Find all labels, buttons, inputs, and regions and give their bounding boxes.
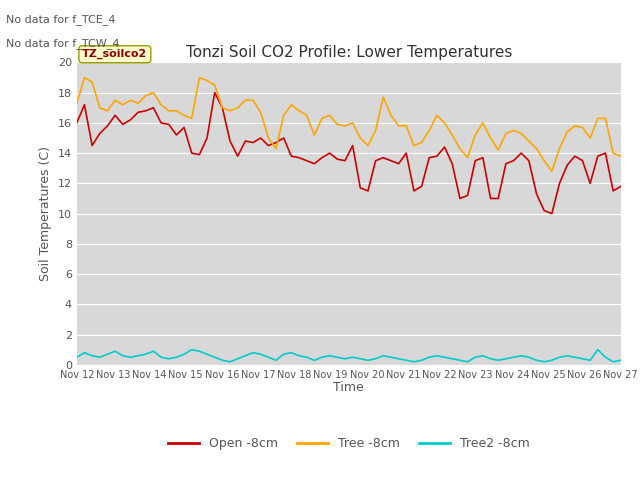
Tree -8cm bbox=[586, 135, 594, 141]
Tree2 -8cm bbox=[272, 358, 280, 363]
Title: Tonzi Soil CO2 Profile: Lower Temperatures: Tonzi Soil CO2 Profile: Lower Temperatur… bbox=[186, 45, 512, 60]
Tree -8cm bbox=[81, 74, 88, 80]
Tree2 -8cm bbox=[433, 353, 441, 359]
Open -8cm bbox=[426, 155, 433, 160]
Tree2 -8cm bbox=[456, 358, 464, 363]
Tree2 -8cm bbox=[226, 359, 234, 365]
Tree2 -8cm bbox=[150, 348, 157, 354]
Tree2 -8cm bbox=[73, 354, 81, 360]
Legend: Open -8cm, Tree -8cm, Tree2 -8cm: Open -8cm, Tree -8cm, Tree2 -8cm bbox=[163, 432, 535, 456]
Tree -8cm bbox=[426, 128, 433, 133]
Text: No data for f_TCW_4: No data for f_TCW_4 bbox=[6, 38, 120, 49]
Open -8cm bbox=[387, 158, 395, 164]
Open -8cm bbox=[211, 90, 218, 96]
Open -8cm bbox=[73, 120, 81, 126]
Y-axis label: Soil Temperatures (C): Soil Temperatures (C) bbox=[39, 146, 52, 281]
Open -8cm bbox=[264, 143, 272, 148]
Tree -8cm bbox=[73, 100, 81, 106]
Open -8cm bbox=[150, 105, 157, 111]
Tree -8cm bbox=[387, 112, 395, 118]
Tree2 -8cm bbox=[617, 358, 625, 363]
Open -8cm bbox=[449, 161, 456, 167]
Text: No data for f_TCE_4: No data for f_TCE_4 bbox=[6, 14, 116, 25]
Line: Tree2 -8cm: Tree2 -8cm bbox=[77, 349, 621, 362]
Tree2 -8cm bbox=[395, 356, 403, 361]
Text: TZ_soilco2: TZ_soilco2 bbox=[82, 49, 147, 60]
Open -8cm bbox=[586, 180, 594, 186]
Tree -8cm bbox=[617, 153, 625, 159]
Tree -8cm bbox=[157, 102, 165, 108]
Line: Tree -8cm: Tree -8cm bbox=[77, 77, 621, 171]
Tree2 -8cm bbox=[188, 347, 196, 352]
Open -8cm bbox=[548, 211, 556, 216]
Tree -8cm bbox=[548, 168, 556, 174]
Tree -8cm bbox=[264, 135, 272, 141]
Tree -8cm bbox=[449, 132, 456, 138]
X-axis label: Time: Time bbox=[333, 381, 364, 394]
Tree2 -8cm bbox=[586, 358, 594, 363]
Line: Open -8cm: Open -8cm bbox=[77, 93, 621, 214]
Open -8cm bbox=[617, 183, 625, 189]
